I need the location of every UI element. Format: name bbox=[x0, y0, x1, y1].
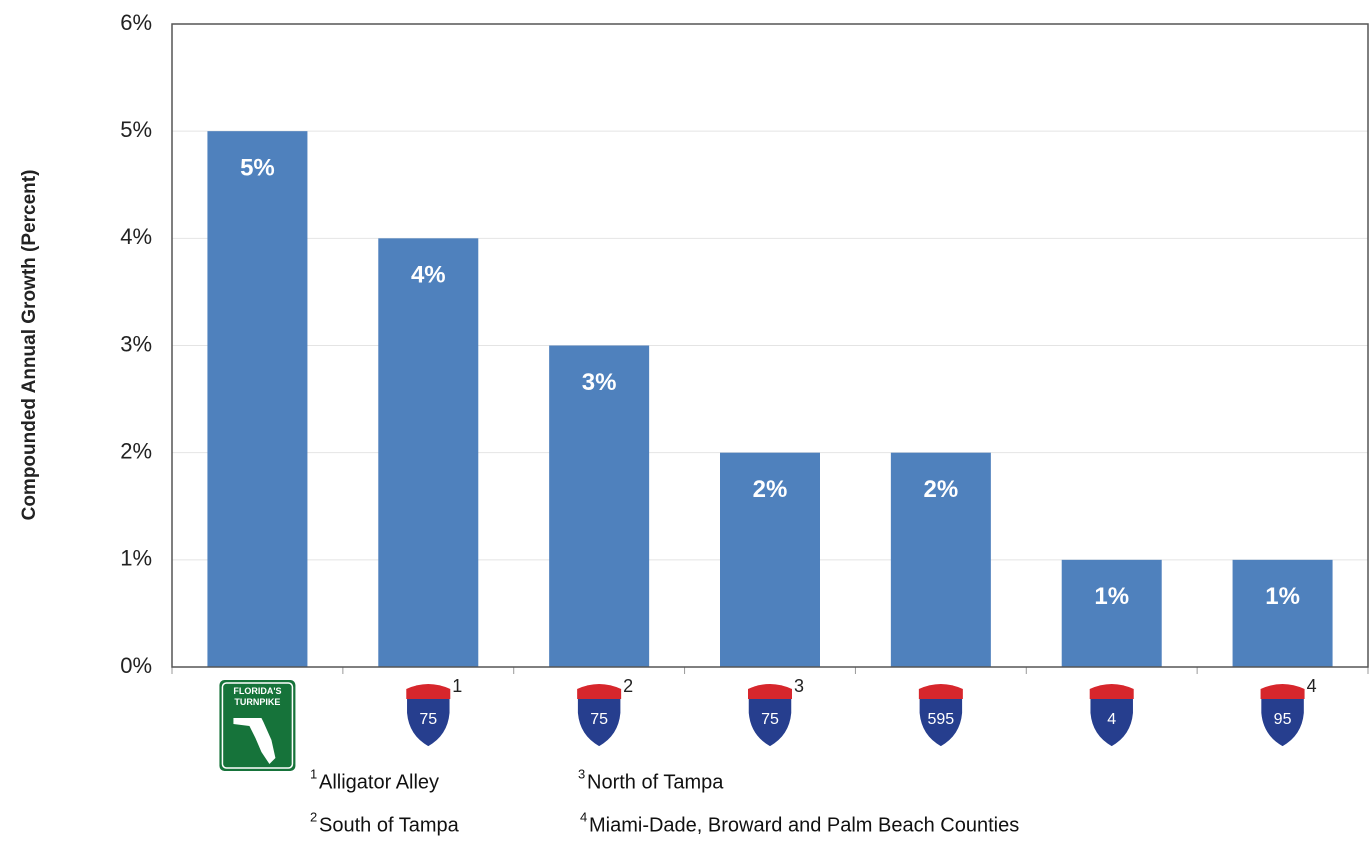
value-label: 1% bbox=[1265, 583, 1300, 610]
category-marker: 4 bbox=[1307, 676, 1317, 696]
category-marker: 1 bbox=[452, 676, 462, 696]
bar bbox=[890, 452, 991, 667]
y-tick-label: 0% bbox=[120, 653, 152, 678]
category-label: 75 bbox=[590, 711, 608, 728]
florida-shape bbox=[233, 718, 276, 764]
y-tick-label: 1% bbox=[120, 546, 152, 571]
plot-frame bbox=[171, 23, 1369, 668]
shield-top bbox=[918, 684, 963, 699]
value-label: 4% bbox=[411, 262, 446, 289]
category-marker: 3 bbox=[794, 676, 804, 696]
bar bbox=[549, 345, 650, 667]
footnote-text: Miami-Dade, Broward and Palm Beach Count… bbox=[589, 814, 1019, 836]
y-tick-label: 3% bbox=[120, 331, 152, 356]
category-label: 95 bbox=[1274, 711, 1292, 728]
footnote-marker: 3 bbox=[578, 766, 585, 781]
footnote-marker: 2 bbox=[310, 809, 317, 824]
category-label: 75 bbox=[761, 711, 779, 728]
category-label: FLORIDA'S TURNPIKE bbox=[233, 686, 282, 707]
category-label: 4 bbox=[1107, 711, 1116, 728]
category-label: 75 bbox=[419, 711, 437, 728]
y-tick-label: 4% bbox=[120, 224, 152, 249]
value-label: 2% bbox=[753, 476, 788, 503]
y-tick-label: 6% bbox=[120, 10, 152, 35]
footnote-marker: 4 bbox=[580, 809, 587, 824]
y-axis-label: Compounded Annual Growth (Percent) bbox=[19, 170, 40, 521]
category-marker: 2 bbox=[623, 676, 633, 696]
bar bbox=[1232, 559, 1333, 667]
shield-top bbox=[577, 684, 622, 699]
category-label: 595 bbox=[928, 711, 955, 728]
footnote-marker: 1 bbox=[310, 766, 317, 781]
bar bbox=[720, 452, 820, 667]
turnpike-border bbox=[221, 682, 294, 769]
shield-top bbox=[1260, 684, 1305, 699]
shield-top bbox=[1089, 684, 1134, 699]
bar bbox=[1061, 559, 1162, 667]
y-tick-label: 5% bbox=[120, 117, 152, 142]
footnote-text: South of Tampa bbox=[319, 814, 460, 836]
category-label-box: FLORIDA'S TURNPIKE bbox=[233, 686, 282, 707]
footnote-text: North of Tampa bbox=[587, 771, 724, 793]
y-tick-label: 2% bbox=[120, 438, 152, 463]
value-label: 5% bbox=[240, 155, 275, 182]
footnote-text: Alligator Alley bbox=[319, 771, 439, 793]
bar bbox=[207, 131, 308, 667]
value-label: 2% bbox=[924, 476, 959, 503]
value-label: 3% bbox=[582, 369, 617, 396]
bar bbox=[378, 238, 479, 668]
value-label: 1% bbox=[1094, 583, 1129, 610]
shield-top bbox=[406, 684, 451, 699]
shield-top bbox=[748, 684, 792, 699]
